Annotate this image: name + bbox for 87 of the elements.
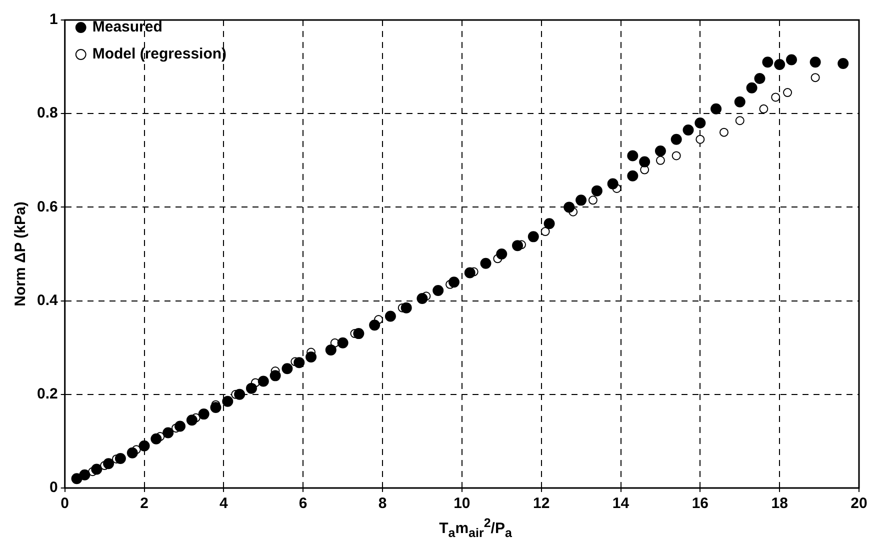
- point: [432, 285, 444, 296]
- x-tick-label: 12: [532, 495, 550, 512]
- point: [258, 376, 269, 387]
- point: [639, 156, 650, 168]
- point: [627, 150, 638, 162]
- point: [384, 310, 396, 322]
- point: [774, 58, 786, 70]
- point: [771, 92, 780, 102]
- point: [607, 178, 618, 190]
- y-tick-label: 0.2: [36, 386, 58, 403]
- x-tick-label: 18: [771, 495, 788, 512]
- point: [512, 240, 524, 252]
- point: [416, 292, 428, 304]
- point: [694, 117, 706, 128]
- point: [564, 202, 575, 213]
- point: [496, 248, 508, 260]
- point: [103, 458, 114, 470]
- x-tick-label: 10: [454, 495, 470, 512]
- point: [480, 258, 492, 269]
- point: [138, 440, 150, 452]
- legend-label: Measured: [92, 18, 162, 36]
- point: [186, 414, 198, 426]
- y-tick-label: 0: [50, 479, 58, 496]
- point: [719, 128, 728, 137]
- point: [246, 382, 257, 394]
- point: [222, 396, 234, 407]
- point: [353, 328, 364, 340]
- point: [810, 56, 821, 68]
- point: [672, 151, 681, 160]
- point: [762, 56, 774, 68]
- point: [754, 73, 766, 84]
- point: [79, 469, 90, 480]
- point: [294, 357, 305, 368]
- x-tick-label: 6: [298, 495, 308, 512]
- point: [114, 453, 126, 464]
- point: [759, 104, 768, 114]
- point: [464, 267, 476, 278]
- point: [325, 344, 336, 356]
- point: [198, 408, 210, 420]
- x-tick-label: 8: [378, 495, 387, 512]
- point: [786, 54, 797, 66]
- x-tick-label: 2: [140, 495, 148, 512]
- point: [576, 194, 587, 206]
- x-tick-label: 14: [612, 495, 630, 512]
- y-tick-label: 1: [50, 11, 58, 28]
- x-tick-label: 20: [850, 495, 868, 512]
- x-tick-label: 16: [692, 495, 709, 512]
- point: [588, 196, 598, 205]
- x-axis-title: T$_{a}$m$_{air}$$^{2}$/P$_{a}$: [438, 516, 513, 540]
- point: [627, 170, 638, 182]
- y-axis-title: Norm ΔP (kPa): [12, 202, 30, 306]
- point: [670, 134, 682, 145]
- point: [591, 185, 602, 196]
- point: [126, 447, 138, 458]
- point: [654, 146, 666, 157]
- point: [210, 402, 222, 414]
- x-tick-label: 4: [220, 495, 229, 512]
- point: [448, 276, 460, 288]
- point: [710, 103, 722, 114]
- point: [540, 227, 550, 236]
- point: [696, 134, 705, 144]
- point: [544, 218, 555, 230]
- point: [306, 351, 317, 362]
- y-tick-label: 0.8: [36, 104, 58, 122]
- point: [656, 156, 665, 165]
- point: [234, 388, 246, 400]
- point: [162, 427, 174, 438]
- x-tick-label: 0: [60, 495, 70, 512]
- point: [174, 420, 186, 432]
- point: [682, 124, 694, 136]
- point: [746, 82, 758, 94]
- legend-label: Model (regression): [92, 46, 227, 63]
- point: [400, 302, 412, 314]
- point: [91, 464, 102, 475]
- point: [369, 320, 380, 331]
- point: [734, 96, 746, 108]
- point: [337, 337, 348, 348]
- point: [783, 88, 792, 98]
- point: [838, 58, 849, 70]
- y-tick-label: 0.6: [36, 198, 58, 216]
- point: [150, 433, 162, 444]
- y-tick-label: 0.4: [36, 292, 58, 309]
- point: [810, 73, 820, 82]
- point: [735, 116, 744, 126]
- point: [282, 363, 293, 374]
- point: [270, 370, 281, 382]
- point: [528, 231, 539, 242]
